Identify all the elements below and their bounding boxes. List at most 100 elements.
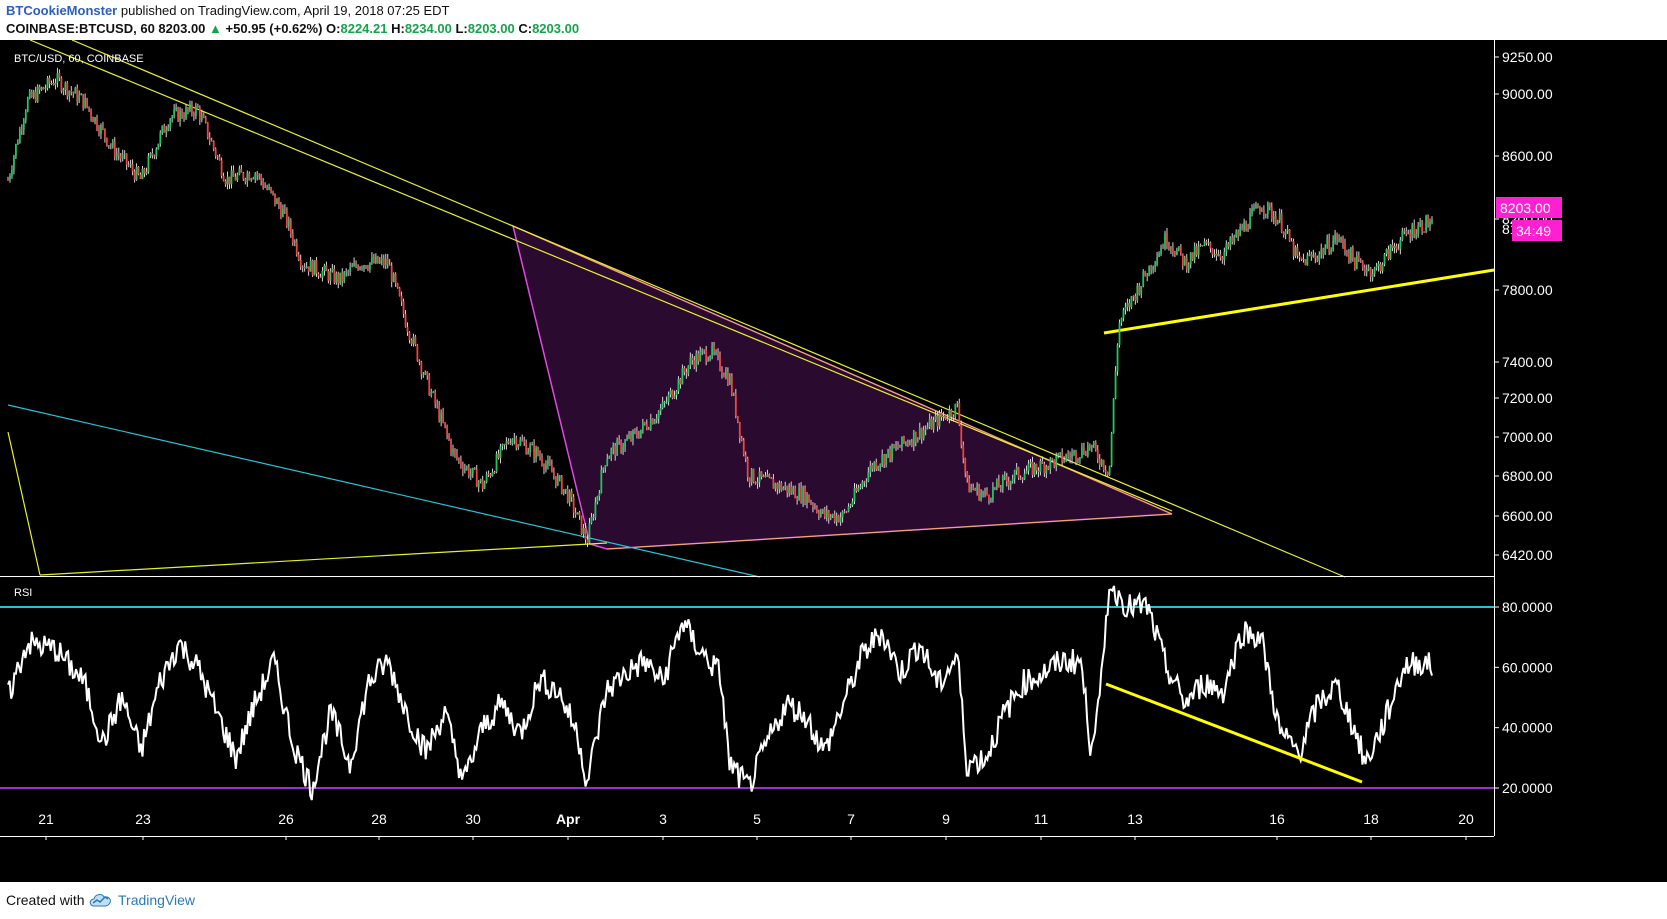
author-link[interactable]: BTCookieMonster [6,3,118,18]
resistance-trendline-inner[interactable] [29,40,1173,512]
candle-body [1189,252,1192,265]
candle-body [1132,296,1135,298]
candle-body [730,376,733,395]
support-trendline[interactable] [39,542,608,576]
candle-body [663,402,666,404]
rsi-line [7,585,1433,801]
candle-body [456,453,458,459]
candle-body [966,472,969,479]
candle-body [1429,222,1431,226]
candle-body [369,262,371,270]
candle-body [711,345,713,356]
candle-body [934,415,937,420]
candle-body [309,260,312,272]
candle-body [1033,464,1036,476]
candle-body [1049,458,1052,470]
candle-body [7,179,9,181]
candle-body [264,186,267,188]
candle-body [1172,247,1174,252]
candle-body [1185,257,1188,270]
candle-body [307,266,310,272]
candle-body [422,374,425,376]
candle-body [266,186,268,190]
candle-body [226,176,229,185]
candle-body [1308,254,1311,256]
candle-body [1377,263,1380,267]
candle-body [875,462,878,470]
tradingview-cloud-icon[interactable] [88,891,114,909]
chart-canvas[interactable]: BTC/USD, 60, COINBASE RSI 9250.00 9000.00… [0,40,1667,882]
left-trendline[interactable] [7,431,41,576]
candle-body [533,444,535,459]
price-pane[interactable]: BTC/USD, 60, COINBASE [7,40,1495,578]
candle-body [958,402,961,425]
candle-body [20,129,23,131]
candle-body [432,391,435,393]
candle-body [552,472,555,477]
candle-body [1387,249,1390,260]
close-value: 8203.00 [532,21,580,36]
resistance-trendline-outer[interactable] [71,40,1346,578]
candle-body [531,444,534,446]
candle-body [479,479,482,482]
candle-body [420,361,423,375]
candle-body [647,428,650,430]
candle-body [918,427,921,438]
candle-body [1201,244,1204,246]
cyan-trendline[interactable] [7,404,761,578]
price-tick-label: 6600.00 [1502,508,1553,524]
rsi-divergence-trendline[interactable] [1105,682,1363,784]
candle-body [665,401,668,403]
candle-body [291,233,294,243]
candle-body [855,488,858,492]
chart-header: BTCookieMonster published on TradingView… [0,0,1667,40]
time-axis[interactable]: 21 23 26 28 30 Apr 3 5 7 9 11 13 16 18 20 [0,811,1494,840]
higher-lows-trendline[interactable] [1103,268,1495,335]
rsi-pane[interactable]: RSI [0,585,1494,801]
candle-body [1328,238,1331,253]
candle-body [608,456,611,459]
candle-body [1045,466,1048,474]
candle-body [1055,455,1058,467]
candle-body [604,465,607,469]
candle-body [1389,244,1392,260]
candle-body [374,256,377,263]
candle-body [483,482,486,489]
candle-body [1138,285,1141,294]
candle-body [1102,459,1105,470]
candle-body [841,511,844,518]
candle-body [630,435,632,441]
candle-body [355,262,357,267]
candle-body [139,174,142,179]
candle-body [1199,244,1202,246]
price-tick-label: 7400.00 [1502,354,1553,370]
candle-body [1357,255,1360,261]
rsi-tick-labels: 80.0000 60.0000 40.0000 20.0000 [1494,599,1553,796]
candle-body [1235,231,1238,237]
candle-body [1351,247,1354,259]
candle-body [1019,477,1022,479]
candle-body [1037,470,1040,472]
symbol-line: COINBASE:BTCUSD, 60 8203.00 ▲ +50.95 (+0… [6,21,579,36]
candle-body [831,514,834,517]
candle-body [659,408,662,412]
candle-body [1223,251,1226,260]
candle-body [529,445,532,452]
candle-body [879,464,882,467]
candle-body [1027,463,1030,471]
candle-body [1207,242,1210,244]
candle-body [703,350,706,352]
candle-body [954,403,957,418]
candle-body [80,93,83,96]
candle-body [1316,258,1319,261]
candle-body [48,77,51,84]
price-axis[interactable]: 9250.009000.008600.008200.007800.007400.… [1494,40,1562,836]
candle-body [198,107,201,120]
candle-body [98,129,100,134]
candle-body [541,457,543,465]
candle-body [821,509,824,513]
candle-body [450,440,452,453]
candle-body [873,462,876,469]
tradingview-brand-link[interactable]: TradingView [118,892,196,908]
candle-body [602,468,605,470]
